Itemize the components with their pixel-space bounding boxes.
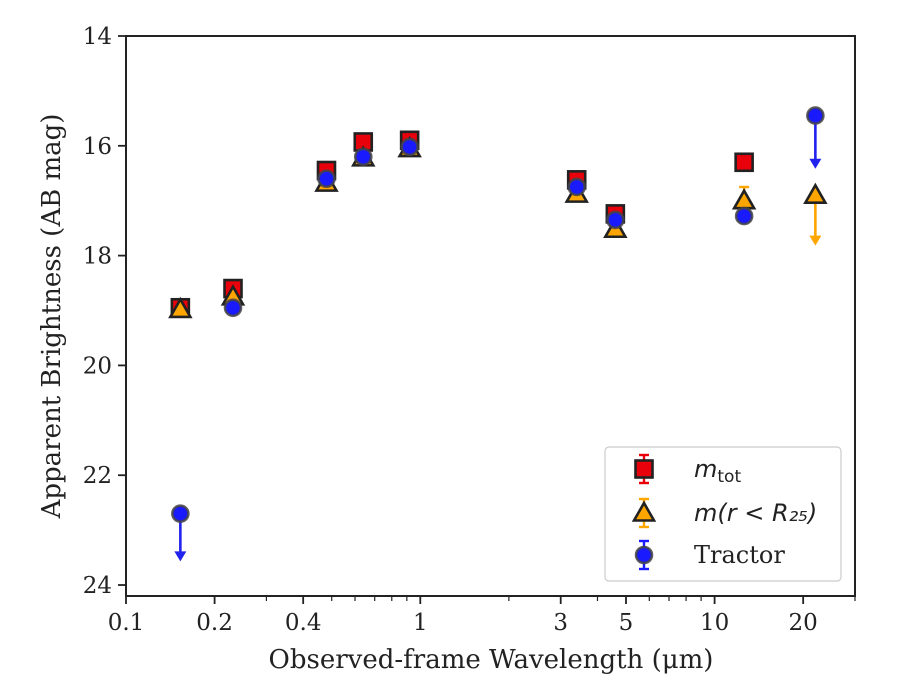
legend-label-mr25: m(r < R₂₅): [694, 499, 817, 527]
x-tick-label: 20: [789, 610, 818, 636]
data-point-circle: [734, 206, 754, 226]
axes: 0.1 0.2 0.4 1 3 5 10 20 14 16 18 20 22 24: [83, 24, 856, 636]
legend: mtot m(r < R₂₅) Tractor: [604, 446, 842, 582]
legend-marker-circle: [634, 545, 654, 565]
data-point-circle: [353, 147, 373, 167]
y-tick-label: 16: [83, 134, 112, 160]
data-point-circle: [223, 298, 243, 318]
x-tick-label: 10: [700, 610, 729, 636]
data-point-circle: [400, 137, 419, 157]
legend-label-tractor: Tractor: [694, 541, 785, 569]
data-point-triangle: [803, 182, 828, 205]
y-axis-label: Apparent Brightness (AB mag): [37, 114, 67, 520]
data-point-circle: [606, 210, 625, 230]
data-point-circle: [171, 504, 190, 523]
data-point-square: [734, 152, 754, 173]
x-tick-label: 0.1: [108, 610, 145, 636]
data-point-circle: [567, 177, 587, 197]
data-point-circle: [317, 169, 336, 189]
x-tick-label: 3: [553, 610, 568, 636]
legend-box: [604, 446, 842, 582]
data-point-triangle: [731, 188, 757, 210]
y-tick-label: 20: [83, 353, 112, 379]
axes-frame: [125, 35, 856, 597]
y-tick-label: 24: [83, 573, 112, 599]
y-tick-label: 22: [83, 463, 112, 489]
data-point-circle: [806, 106, 825, 125]
upper-limit-arrow-head: [809, 235, 822, 246]
upper-limit-arrow-head: [809, 158, 822, 169]
x-tick-label: 5: [619, 610, 634, 636]
x-tick-label: 0.2: [196, 610, 233, 636]
x-tick-label: 1: [413, 610, 428, 636]
legend-label-mtot: mtot: [694, 455, 741, 487]
plot-area: [168, 106, 828, 562]
y-tick-label: 18: [83, 244, 112, 270]
legend-marker-square: [634, 459, 654, 479]
y-tick-label: 14: [83, 24, 112, 50]
legend-marker-triangle: [631, 500, 657, 522]
upper-limit-arrow-head: [174, 551, 187, 562]
x-axis-label: Observed-frame Wavelength (μm): [269, 645, 714, 675]
data-point-triangle: [168, 296, 193, 319]
x-tick-label: 0.4: [285, 610, 322, 636]
